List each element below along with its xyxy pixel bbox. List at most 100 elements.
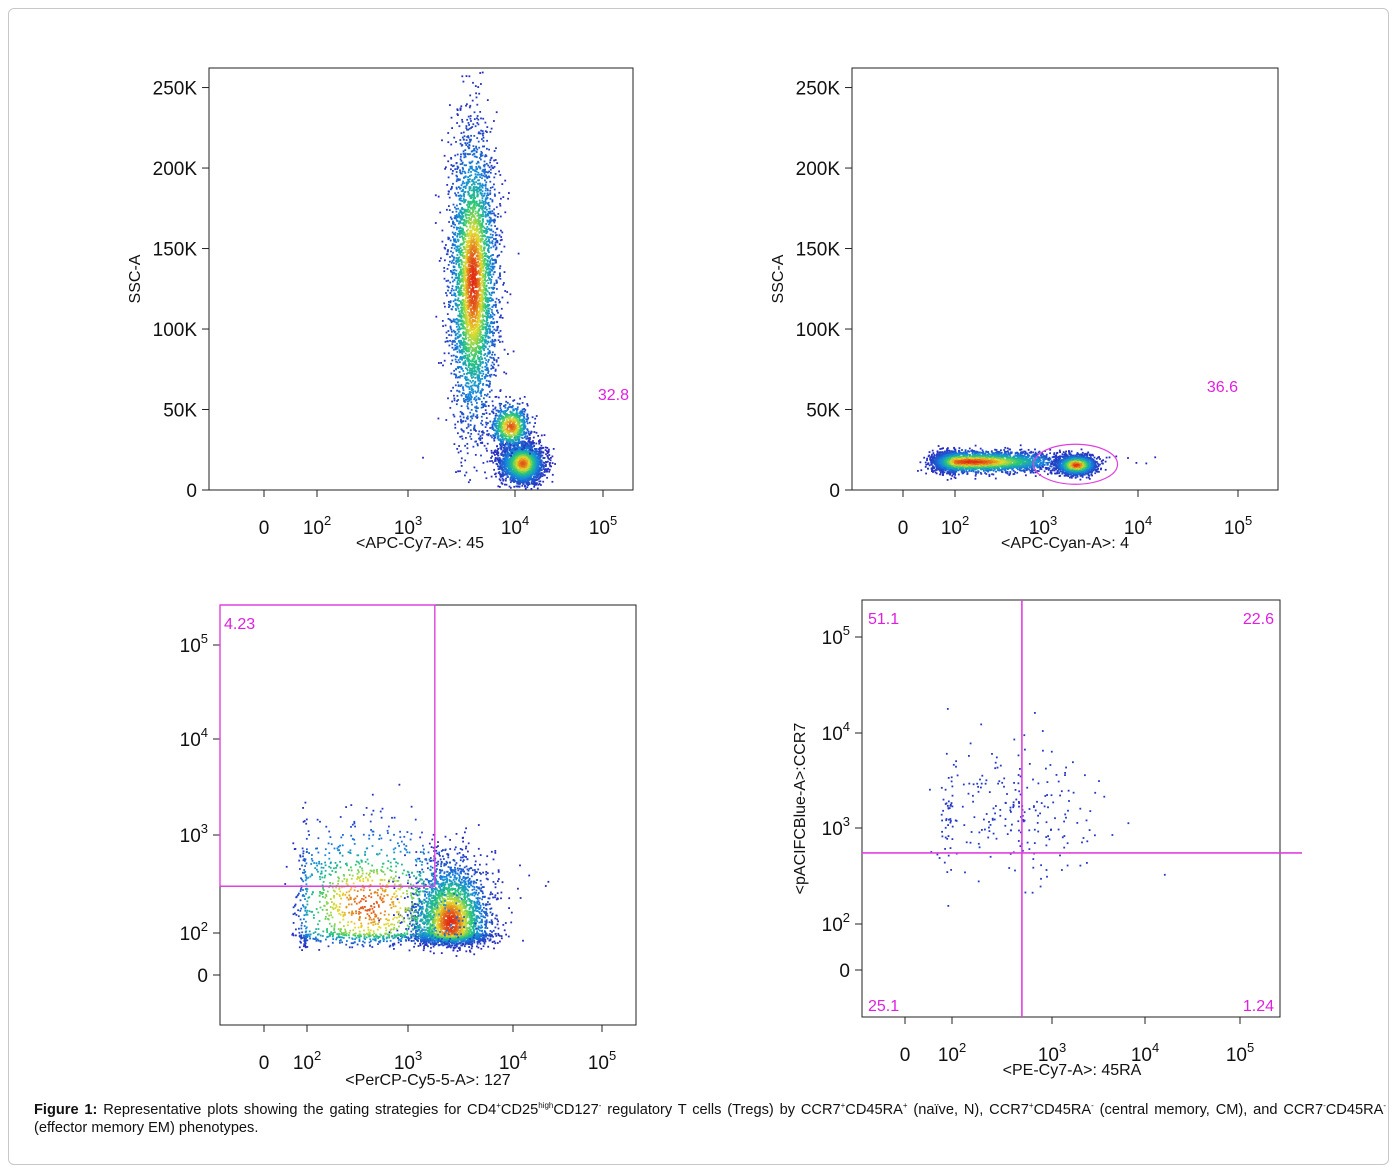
- event-dot: [480, 83, 482, 85]
- event-dot: [474, 296, 477, 299]
- event-dot: [455, 274, 457, 277]
- event-dot: [458, 125, 461, 128]
- event-dot: [461, 285, 464, 287]
- event-dot: [479, 217, 481, 219]
- event-dot: [458, 300, 460, 302]
- event-dot: [465, 306, 468, 308]
- event-dot: [493, 468, 495, 471]
- event-dot: [467, 346, 470, 349]
- event-dot: [478, 360, 481, 363]
- event-dot: [503, 271, 506, 273]
- event-dot: [489, 187, 492, 189]
- event-dot: [456, 361, 459, 364]
- event-dot: [457, 260, 460, 263]
- event-dot: [480, 321, 482, 324]
- event-dot: [480, 331, 482, 333]
- event-dot: [460, 132, 463, 134]
- event-dot: [494, 173, 497, 175]
- event-dot: [468, 386, 471, 389]
- event-dot: [459, 375, 462, 377]
- event-dot: [485, 379, 488, 382]
- event-dot: [481, 183, 484, 186]
- event-dot: [465, 399, 467, 401]
- event-dot: [469, 104, 472, 107]
- event-dot: [467, 276, 470, 279]
- event-dot: [502, 446, 505, 449]
- event-dot: [478, 305, 481, 308]
- event-dot: [459, 229, 462, 232]
- event-dot: [434, 194, 437, 197]
- event-dot: [477, 311, 480, 313]
- event-dots: [422, 71, 556, 490]
- event-dot: [466, 354, 469, 357]
- event-dot: [489, 427, 492, 429]
- event-dot: [452, 251, 454, 254]
- event-dot: [497, 299, 500, 301]
- event-dot: [464, 187, 467, 190]
- event-dot: [466, 278, 469, 281]
- event-dot: [468, 268, 471, 270]
- event-dot: [524, 443, 527, 446]
- event-dot: [492, 344, 495, 347]
- event-dot: [457, 381, 459, 384]
- event-dot: [487, 351, 490, 354]
- event-dot: [474, 286, 477, 289]
- event-dot: [542, 461, 545, 464]
- event-dot: [498, 471, 501, 473]
- event-dot: [492, 332, 494, 335]
- event-dot: [448, 221, 450, 223]
- event-dot: [475, 282, 478, 285]
- event-dot: [488, 274, 491, 276]
- event-dot: [462, 301, 465, 304]
- event-dot: [475, 469, 478, 472]
- event-dot: [475, 363, 478, 366]
- event-dot: [479, 220, 482, 223]
- event-dot: [465, 396, 467, 399]
- event-dot: [488, 396, 491, 398]
- event-dot: [486, 188, 489, 190]
- event-dot: [460, 350, 462, 352]
- event-dot: [493, 221, 496, 224]
- event-dot: [533, 474, 536, 476]
- event-dot: [470, 231, 473, 234]
- event-dot: [493, 218, 496, 221]
- event-dot: [472, 354, 475, 357]
- event-dot: [498, 170, 500, 173]
- event-dot: [464, 214, 467, 217]
- event-dot: [493, 159, 495, 162]
- event-dot: [457, 297, 460, 300]
- event-dot: [444, 340, 447, 343]
- event-dot: [496, 281, 498, 284]
- event-dot: [461, 292, 463, 294]
- event-dot: [483, 397, 485, 400]
- event-dot: [535, 479, 538, 482]
- event-dot: [446, 294, 448, 297]
- event-dot: [480, 150, 483, 153]
- event-dot: [469, 299, 471, 301]
- event-dot: [451, 341, 454, 343]
- event-dot: [465, 269, 467, 271]
- event-dot: [485, 195, 488, 197]
- event-dot: [473, 365, 476, 368]
- event-dot: [450, 289, 453, 292]
- event-dot: [506, 450, 509, 453]
- event-dot: [489, 314, 492, 316]
- event-dot: [480, 297, 483, 300]
- event-dot: [472, 257, 475, 260]
- event-dot: [499, 330, 502, 332]
- event-dot: [456, 254, 459, 256]
- event-dot: [488, 219, 491, 222]
- event-dot: [488, 236, 491, 239]
- event-dot: [480, 245, 483, 248]
- event-dot: [504, 211, 507, 214]
- event-dot: [481, 199, 484, 202]
- event-dot: [469, 260, 472, 263]
- event-dot: [459, 254, 462, 256]
- event-dot: [487, 337, 490, 339]
- event-dot: [478, 333, 481, 336]
- event-dot: [453, 293, 456, 296]
- event-dot: [461, 216, 464, 218]
- event-dot: [445, 280, 448, 282]
- event-dot: [486, 301, 489, 304]
- event-dot: [477, 204, 480, 207]
